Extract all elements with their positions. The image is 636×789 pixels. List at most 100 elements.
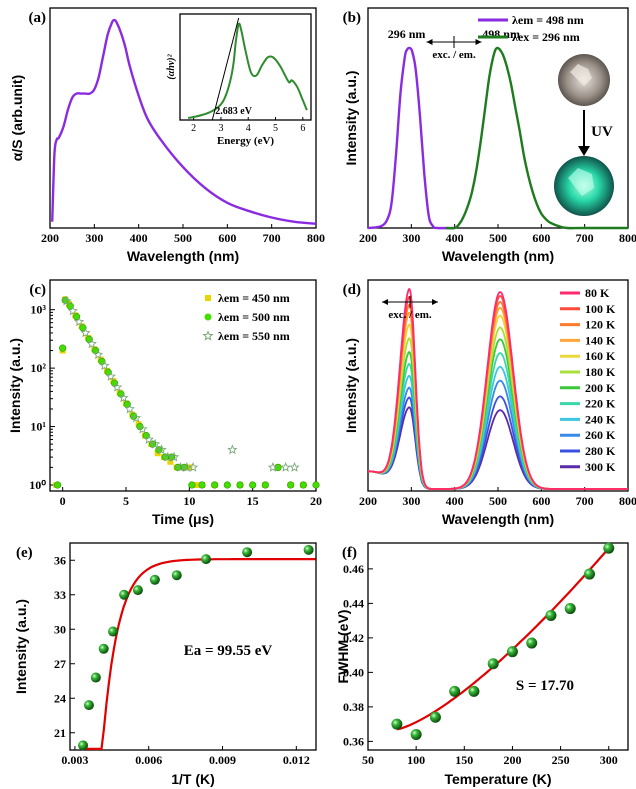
- y-tick-label: 0.46: [343, 562, 364, 576]
- fit-curve: [81, 558, 316, 750]
- x-tick-label: 700: [263, 231, 281, 245]
- crystal-facet: [570, 64, 592, 86]
- data-point: [171, 570, 182, 581]
- arrow-head-right: [475, 39, 482, 45]
- y-tick-label: 0.36: [343, 734, 364, 748]
- inset-y-axis-label: (αhv)²: [166, 53, 177, 79]
- x-tick-label: 0.009: [209, 753, 236, 767]
- x-tick-label: 100: [407, 753, 425, 767]
- data-point: [149, 574, 160, 585]
- data-point-500: [249, 481, 257, 489]
- legend-label: 300 K: [585, 460, 616, 474]
- x-tick-label: 500: [489, 494, 507, 508]
- y-tick-label: 24: [54, 691, 66, 705]
- data-point-550: [187, 462, 199, 472]
- data-point: [391, 718, 403, 730]
- legend-label: 100 K: [585, 302, 616, 316]
- peak-label-296: 296 nm: [388, 27, 426, 41]
- data-point-450: [154, 450, 161, 457]
- x-tick-label: 200: [359, 231, 377, 245]
- data-point: [429, 711, 441, 723]
- plot-frame: [367, 542, 629, 751]
- data-point-550: [130, 412, 142, 423]
- y-tick-label: 10³: [30, 303, 46, 317]
- spectrum-line: [367, 288, 628, 490]
- data-point-500: [299, 481, 307, 489]
- x-tick-label: 600: [218, 231, 236, 245]
- panel-d: 200 300 400 500 600 700 800 (d) Wavelength (nm) I…: [343, 279, 636, 527]
- data-point-450: [167, 458, 174, 465]
- data-point: [487, 658, 499, 670]
- data-point-550: [99, 360, 110, 371]
- x-axis-label: Temperature (K): [444, 771, 551, 787]
- panel-label: (b): [343, 10, 361, 26]
- huang-rhys-label: S = 17.70: [516, 678, 574, 694]
- data-point-550: [156, 444, 167, 455]
- data-point: [108, 626, 119, 637]
- data-point-550: [73, 316, 85, 327]
- data-point: [242, 547, 253, 558]
- legend-marker: [202, 330, 214, 341]
- data-point: [545, 609, 557, 621]
- legend-label: 140 K: [585, 333, 616, 347]
- y-tick-label: 10²: [30, 361, 46, 375]
- x-axis-label: 1/T (K): [171, 771, 215, 787]
- x-tick-label: 600: [532, 494, 550, 508]
- x-tick-label: 0: [60, 494, 66, 508]
- legend-label: 260 K: [585, 428, 616, 442]
- y-tick-label: 27: [54, 657, 66, 671]
- x-tick-label: 0.003: [61, 753, 88, 767]
- inset-x-axis-label: Energy (eV): [217, 135, 274, 147]
- y-tick-label: 33: [54, 588, 66, 602]
- legend-label: 200 K: [585, 381, 616, 395]
- y-tick-label: 21: [54, 726, 66, 740]
- x-tick-label: 500: [174, 231, 192, 245]
- legend-label: 280 K: [585, 444, 616, 458]
- arrow-head-left: [426, 39, 433, 45]
- x-tick-label: 400: [130, 231, 148, 245]
- arrow-head-right: [432, 299, 438, 305]
- data-point-500: [53, 481, 62, 489]
- data-point-500: [261, 481, 269, 489]
- data-point-550: [280, 462, 291, 472]
- inset-annotation: 2.683 eV: [215, 106, 252, 117]
- data-point-500: [312, 481, 320, 489]
- x-tick-label: 200: [41, 231, 59, 245]
- arrow-head-left: [382, 299, 388, 305]
- legend-label: λem = 450 nm: [218, 291, 290, 305]
- legend-label: λex = 296 nm: [512, 30, 580, 44]
- y-tick-label: 0.42: [343, 631, 364, 645]
- data-point: [78, 740, 89, 751]
- y-tick-label: 10⁰: [29, 478, 46, 492]
- data-point: [410, 728, 422, 740]
- y-axis-label: Intensity (a.u.): [343, 71, 359, 166]
- y-tick-label: 30: [54, 622, 66, 636]
- legend-label: 160 K: [585, 349, 616, 363]
- legend-label: λem = 500 nm: [218, 310, 290, 324]
- data-point-450: [192, 482, 199, 488]
- x-axis-label: Wavelength (nm): [442, 248, 554, 264]
- panel-label: (a): [29, 10, 47, 26]
- y-axis-label: Intensity (a.u.): [7, 338, 23, 433]
- data-point: [132, 585, 143, 596]
- uv-arrow-head: [578, 146, 590, 156]
- x-tick-label: 300: [402, 494, 420, 508]
- data-point-550: [86, 338, 97, 349]
- y-axis-label: Intensity (a.u.): [343, 338, 359, 433]
- data-point-550: [143, 434, 154, 444]
- y-tick-label: 36: [54, 553, 66, 567]
- y-tick-label: 0.38: [343, 700, 364, 714]
- data-point: [583, 568, 595, 580]
- data-point: [526, 637, 538, 649]
- y-axis-label: FWHM (eV): [335, 610, 351, 684]
- data-point: [119, 589, 130, 600]
- data-point: [303, 544, 314, 555]
- data-point-500: [236, 481, 244, 489]
- inset-x-tick-label: 5: [273, 123, 278, 134]
- data-point-500: [188, 481, 196, 489]
- y-tick-label: 0.40: [343, 665, 364, 679]
- data-point-500: [223, 481, 231, 489]
- data-point-550: [80, 327, 91, 338]
- x-tick-label: 800: [307, 231, 325, 245]
